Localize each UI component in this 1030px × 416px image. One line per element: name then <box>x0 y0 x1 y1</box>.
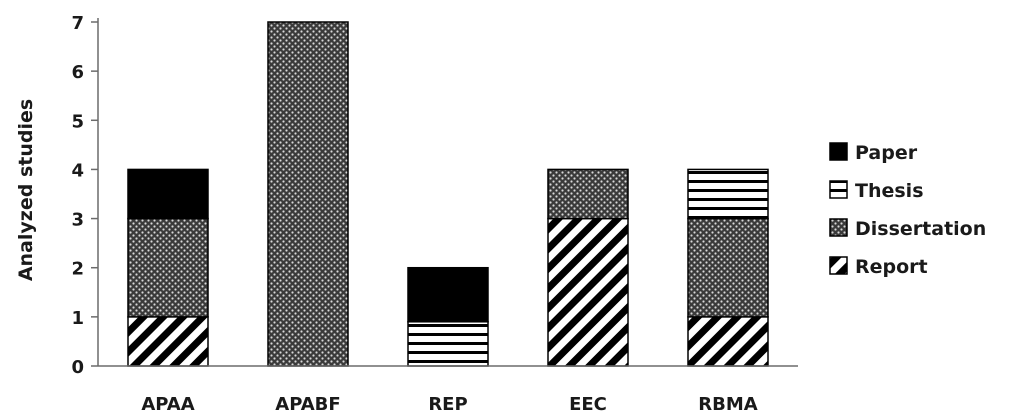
legend: Paper Thesis Dissertation Report <box>829 142 986 278</box>
bar-segment-report <box>127 316 209 367</box>
bar-segment-report <box>687 316 769 367</box>
bar-segment-paper <box>407 266 489 323</box>
x-tick-label: APAA <box>141 394 194 415</box>
x-tick-label: EEC <box>569 394 607 415</box>
y-tick-label: 2 <box>71 259 84 280</box>
bars <box>127 21 769 367</box>
y-tick-label: 4 <box>71 160 84 181</box>
y-tick-label: 6 <box>71 62 84 83</box>
bar-segment-dissertation <box>127 217 209 318</box>
bar-segment-dissertation <box>267 21 349 367</box>
bar-segment-thesis <box>687 168 769 220</box>
y-tick-label: 5 <box>71 111 84 132</box>
y-tick-label: 3 <box>71 210 84 231</box>
legend-label-dissertation: Dissertation <box>855 218 986 240</box>
y-tick-label: 7 <box>71 13 84 34</box>
x-axis: APAA APABF REP EEC RBMA <box>98 365 798 415</box>
legend-swatch-thesis <box>829 180 848 199</box>
legend-label-paper: Paper <box>855 142 918 164</box>
x-tick-label: RBMA <box>698 394 757 415</box>
legend-swatch-report <box>829 256 848 275</box>
bar-segment-paper <box>127 168 209 220</box>
bar-segment-thesis <box>407 321 489 367</box>
legend-swatch-dissertation <box>829 218 848 237</box>
bar-segment-report <box>547 217 629 367</box>
legend-label-thesis: Thesis <box>855 180 924 202</box>
x-tick-label: REP <box>428 394 467 415</box>
y-axis: 0 1 2 3 4 5 6 7 <box>71 13 99 378</box>
legend-swatch-paper <box>829 142 848 161</box>
legend-label-report: Report <box>855 256 928 278</box>
x-tick-label: APABF <box>275 394 340 415</box>
bar-segment-dissertation <box>547 168 629 220</box>
bar-segment-dissertation <box>687 217 769 318</box>
y-tick-label: 1 <box>71 308 84 329</box>
y-axis-label: Analyzed studies <box>15 99 37 281</box>
y-tick-label: 0 <box>71 357 84 378</box>
